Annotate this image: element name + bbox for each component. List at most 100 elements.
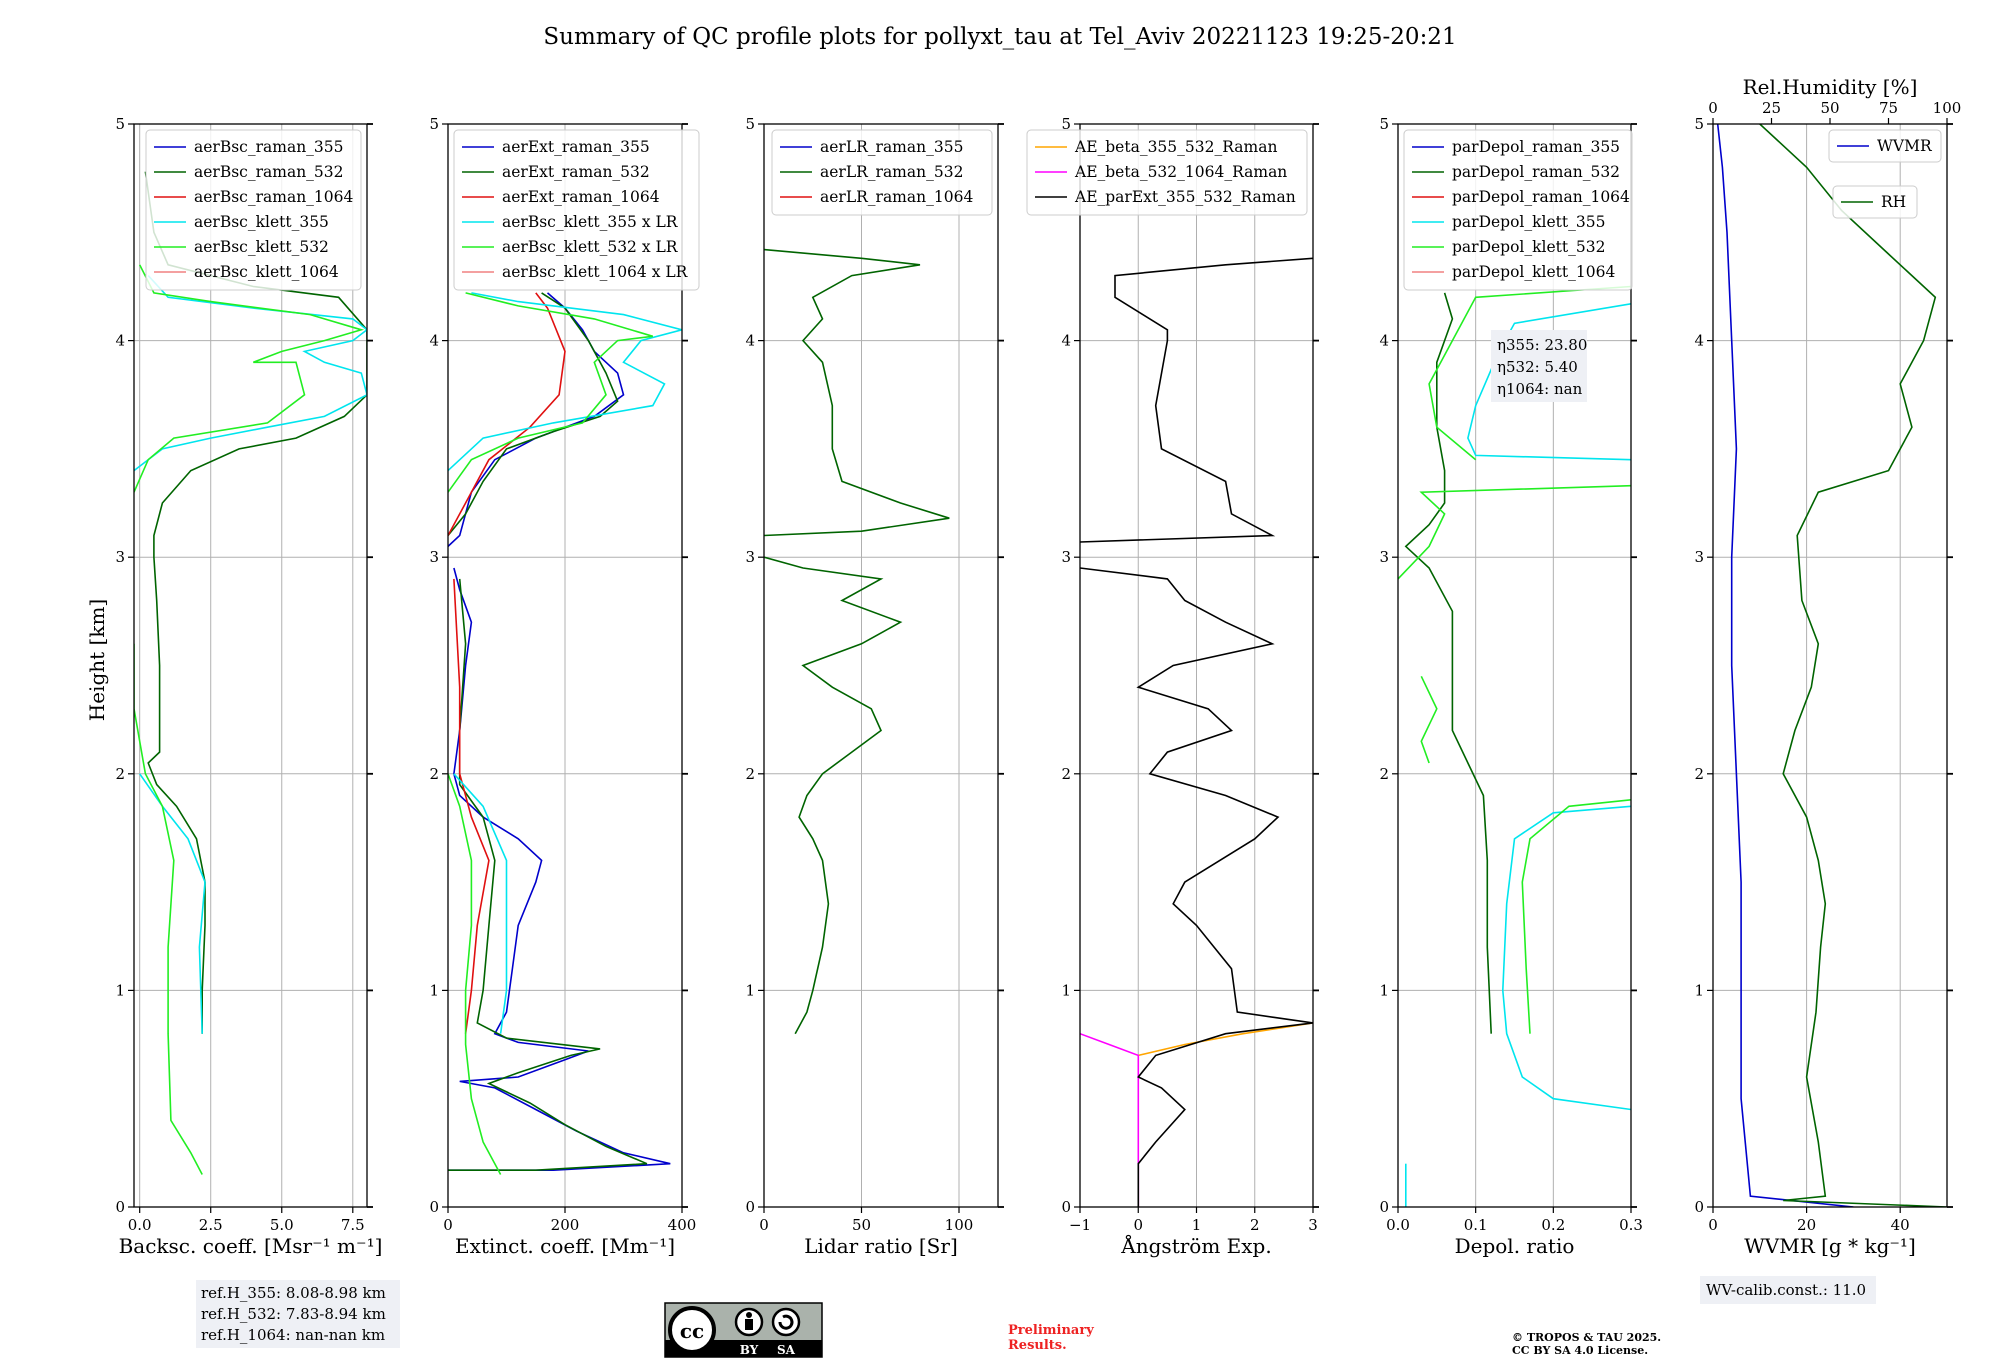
x-tick-label: 5.0 <box>270 1216 294 1234</box>
reference-height-box <box>196 1280 400 1348</box>
x-axis-label: Depol. ratio <box>1455 1234 1575 1258</box>
series-line-AE_parExt_355_532_Raman <box>1080 257 1313 543</box>
x-tick-label: 0.2 <box>1541 1216 1565 1234</box>
legend-entry: aerBsc_raman_355 <box>194 138 344 156</box>
x-tick-label: 20 <box>1797 1216 1816 1234</box>
legend-entry: aerBsc_klett_532 x LR <box>502 238 679 256</box>
reference-height-text: ref.H_532: 7.83-8.94 km <box>201 1305 386 1323</box>
x-tick-label: 0 <box>759 1216 769 1234</box>
panel-5: 0 1 2 3 4 5 0.0 0.1 0.2 0.3 Depol. ratio parDepol_r… <box>1379 115 1642 1258</box>
legend-entry: aerExt_raman_355 <box>502 138 650 156</box>
series-line-aerBsc_klett_532 <box>134 264 365 493</box>
y-axis-label: Height [km] <box>85 599 109 721</box>
plot-frame <box>133 123 368 1208</box>
y-tick-label: 1 <box>1379 981 1389 999</box>
legend-entry: WVMR <box>1877 137 1933 155</box>
x-tick-label: 0 <box>443 1216 453 1234</box>
y-tick-label: 0 <box>115 1198 125 1216</box>
legend-entry: aerBsc_raman_1064 <box>194 188 354 206</box>
series-line-aerExt_raman_1064 <box>448 292 566 536</box>
y-tick-label: 2 <box>745 765 755 783</box>
legend-box <box>1403 129 1633 291</box>
legend-entry: AE_parExt_355_532_Raman <box>1074 188 1296 206</box>
legend-entry: RH <box>1881 193 1906 211</box>
y-tick-label: 3 <box>1061 548 1071 566</box>
y-tick-label: 3 <box>115 548 125 566</box>
eta-box <box>1491 330 1587 402</box>
legend-entry: parDepol_klett_1064 <box>1452 263 1615 281</box>
legend-entry: AE_beta_355_532_Raman <box>1074 138 1277 156</box>
y-tick-label: 2 <box>115 765 125 783</box>
legend-box <box>453 129 700 291</box>
y-tick-label: 3 <box>429 548 439 566</box>
cc-icon <box>668 1306 716 1354</box>
x-tick-label: 0 <box>1133 1216 1143 1234</box>
legend-box <box>145 129 362 291</box>
preliminary-note-line1: Preliminary <box>1008 1323 1094 1338</box>
svg-text:cc: cc <box>680 1319 704 1343</box>
legend-entry: parDepol_klett_355 <box>1452 213 1605 231</box>
cc-license-badge: cc BY SA <box>664 1302 823 1358</box>
legend-entry: parDepol_raman_355 <box>1452 138 1620 156</box>
series-line-aerExt_raman_1064 <box>453 578 490 1034</box>
legend-entry: aerLR_raman_532 <box>820 163 963 181</box>
series-line-parDepol_klett_355 <box>1501 805 1631 1111</box>
copyright-line1: © TROPOS & TAU 2025. <box>1512 1331 1661 1344</box>
y-tick-label: 2 <box>1694 765 1704 783</box>
top-x-tick-label: 0 <box>1708 99 1718 117</box>
y-tick-label: 1 <box>115 981 125 999</box>
legend-box-rh <box>1832 185 1918 219</box>
y-tick-label: 2 <box>429 765 439 783</box>
series-line-parDepol_klett_355 <box>1467 303 1631 461</box>
series-line-aerBsc_klett_355 x LR <box>448 292 682 472</box>
y-tick-label: 2 <box>1379 765 1389 783</box>
reference-height-text: ref.H_355: 8.08-8.98 km <box>201 1284 386 1302</box>
series-line-aerExt_raman_532 <box>448 292 619 537</box>
series-line-aerBsc_klett_532 x LR <box>448 292 654 493</box>
y-tick-label: 1 <box>429 981 439 999</box>
series-line-aerBsc_klett_532 x LR <box>448 773 502 1175</box>
series-line-aerBsc_raman_532 <box>144 171 367 1034</box>
plot-frame <box>1712 123 1948 1208</box>
y-tick-label: 1 <box>1694 981 1704 999</box>
legend-entry: parDepol_raman_1064 <box>1452 188 1630 206</box>
y-tick-label: 4 <box>115 332 125 350</box>
x-axis-label: Backsc. coeff. [Msr⁻¹ m⁻¹] <box>119 1234 383 1258</box>
plot-frame <box>1397 123 1632 1208</box>
y-tick-label: 5 <box>745 115 755 133</box>
legend-entry: aerBsc_klett_355 <box>194 213 329 231</box>
x-tick-label: 0 <box>1708 1216 1718 1234</box>
x-tick-label: 2 <box>1250 1216 1260 1234</box>
y-tick-label: 3 <box>1379 548 1389 566</box>
legend-entry: aerBsc_klett_532 <box>194 238 329 256</box>
legend-entry: aerExt_raman_532 <box>502 163 650 181</box>
x-axis-label: WVMR [g * kg⁻¹] <box>1744 1234 1916 1258</box>
legend-box <box>1026 129 1308 216</box>
series-line-aerBsc_klett_532 <box>134 643 203 1175</box>
legend-entry: aerLR_raman_1064 <box>820 188 973 206</box>
x-axis-label: Lidar ratio [Sr] <box>804 1234 958 1258</box>
y-tick-label: 3 <box>1694 548 1704 566</box>
y-tick-label: 4 <box>429 332 439 350</box>
plot-frame <box>763 123 999 1208</box>
series-line-parDepol_raman_532 <box>1404 292 1492 1034</box>
copyright-line2: CC BY SA 4.0 License. <box>1512 1344 1648 1357</box>
top-x-tick-label: 75 <box>1879 99 1898 117</box>
legend-box-wvmr <box>1828 129 1942 163</box>
legend-box <box>771 129 993 216</box>
x-axis-label: Extinct. coeff. [Mm⁻¹] <box>455 1234 675 1258</box>
series-line-aerLR_raman_532 <box>764 556 903 1035</box>
series-line-aerExt_raman_532 <box>448 578 648 1171</box>
y-tick-label: 0 <box>429 1198 439 1216</box>
x-tick-label: 0.0 <box>1386 1216 1410 1234</box>
x-tick-label: 400 <box>668 1216 697 1234</box>
series-line-parDepol_klett_532 <box>1398 484 1631 580</box>
series-line-parDepol_klett_532 <box>1428 285 1631 461</box>
legend-entry: parDepol_raman_532 <box>1452 163 1620 181</box>
x-tick-label: 0.3 <box>1619 1216 1643 1234</box>
legend-entry: AE_beta_532_1064_Raman <box>1074 163 1287 181</box>
sa-icon <box>771 1307 801 1337</box>
